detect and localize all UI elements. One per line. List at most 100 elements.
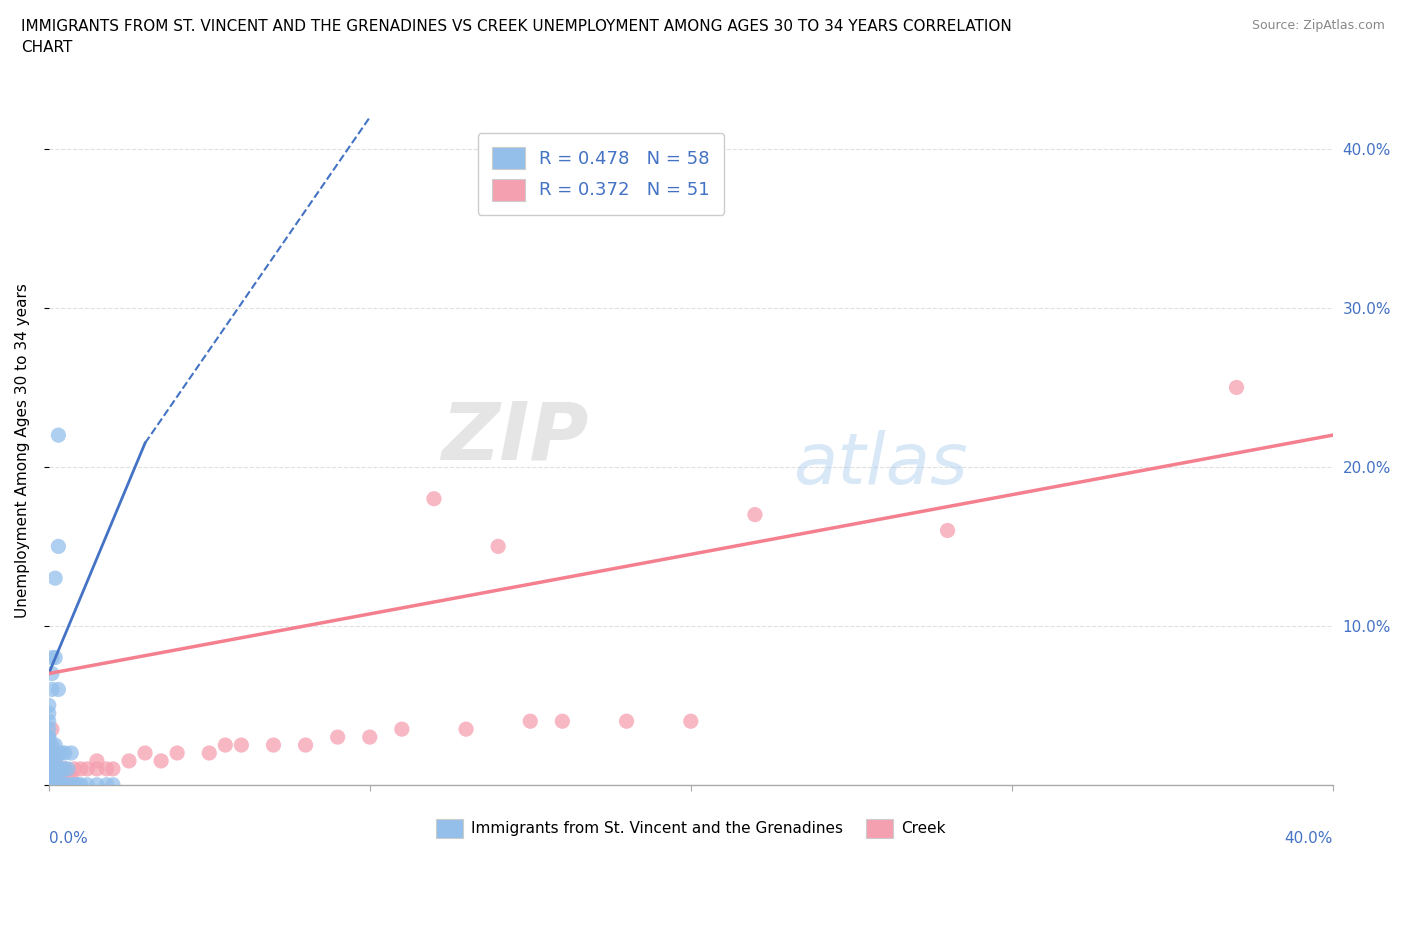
- Point: [96, 777, 118, 792]
- Point: [41, 777, 63, 792]
- Point: [101, 777, 124, 792]
- Point: [38, 777, 60, 792]
- Legend: Immigrants from St. Vincent and the Grenadines, Creek: Immigrants from St. Vincent and the Gren…: [430, 813, 952, 844]
- Point: [359, 730, 381, 745]
- Text: 0.0%: 0.0%: [49, 831, 87, 846]
- Point: [214, 737, 236, 752]
- Point: [70, 762, 93, 777]
- Point: [38, 753, 60, 768]
- Point: [744, 507, 766, 522]
- Point: [63, 762, 86, 777]
- Point: [66, 777, 89, 792]
- Text: ZIP: ZIP: [440, 399, 588, 477]
- Point: [53, 762, 76, 777]
- Point: [51, 762, 73, 777]
- Point: [38, 713, 60, 728]
- Point: [48, 762, 70, 777]
- Point: [41, 762, 63, 777]
- Point: [38, 753, 60, 768]
- Text: atlas: atlas: [793, 430, 969, 498]
- Point: [41, 769, 63, 784]
- Point: [51, 762, 73, 777]
- Point: [41, 682, 63, 697]
- Point: [616, 713, 638, 728]
- Point: [60, 777, 83, 792]
- Point: [76, 777, 98, 792]
- Point: [44, 769, 66, 784]
- Point: [48, 746, 70, 761]
- Point: [198, 746, 221, 761]
- Point: [150, 753, 173, 768]
- Point: [41, 650, 63, 665]
- Point: [1225, 380, 1247, 395]
- Point: [51, 746, 73, 761]
- Point: [936, 523, 959, 538]
- Point: [101, 762, 124, 777]
- Point: [41, 737, 63, 752]
- Point: [86, 777, 108, 792]
- Y-axis label: Unemployment Among Ages 30 to 34 years: Unemployment Among Ages 30 to 34 years: [15, 284, 30, 618]
- Point: [44, 753, 66, 768]
- Point: [38, 722, 60, 737]
- Point: [41, 762, 63, 777]
- Point: [38, 698, 60, 712]
- Point: [486, 539, 509, 554]
- Point: [41, 746, 63, 761]
- Point: [38, 746, 60, 761]
- Point: [53, 777, 76, 792]
- Point: [56, 769, 79, 784]
- Point: [38, 769, 60, 784]
- Point: [41, 722, 63, 737]
- Point: [96, 762, 118, 777]
- Text: Source: ZipAtlas.com: Source: ZipAtlas.com: [1251, 19, 1385, 32]
- Point: [391, 722, 413, 737]
- Point: [41, 746, 63, 761]
- Point: [38, 777, 60, 792]
- Point: [38, 730, 60, 745]
- Point: [262, 737, 284, 752]
- Point: [41, 753, 63, 768]
- Point: [44, 762, 66, 777]
- Point: [118, 753, 141, 768]
- Point: [48, 769, 70, 784]
- Point: [44, 571, 66, 586]
- Point: [51, 777, 73, 792]
- Point: [53, 762, 76, 777]
- Point: [48, 539, 70, 554]
- Point: [231, 737, 253, 752]
- Point: [44, 769, 66, 784]
- Text: 40.0%: 40.0%: [1285, 831, 1333, 846]
- Point: [41, 666, 63, 681]
- Point: [38, 777, 60, 792]
- Point: [56, 777, 79, 792]
- Point: [679, 713, 702, 728]
- Point: [38, 706, 60, 721]
- Point: [63, 777, 86, 792]
- Point: [38, 753, 60, 768]
- Point: [86, 762, 108, 777]
- Point: [326, 730, 349, 745]
- Point: [44, 753, 66, 768]
- Point: [41, 769, 63, 784]
- Point: [38, 762, 60, 777]
- Point: [38, 730, 60, 745]
- Point: [551, 713, 574, 728]
- Point: [38, 762, 60, 777]
- Point: [48, 777, 70, 792]
- Point: [53, 746, 76, 761]
- Point: [454, 722, 477, 737]
- Point: [56, 762, 79, 777]
- Point: [44, 746, 66, 761]
- Point: [86, 753, 108, 768]
- Point: [48, 777, 70, 792]
- Text: IMMIGRANTS FROM ST. VINCENT AND THE GRENADINES VS CREEK UNEMPLOYMENT AMONG AGES : IMMIGRANTS FROM ST. VINCENT AND THE GREN…: [21, 19, 1012, 55]
- Point: [44, 650, 66, 665]
- Point: [48, 682, 70, 697]
- Point: [48, 762, 70, 777]
- Point: [38, 762, 60, 777]
- Point: [44, 777, 66, 792]
- Point: [48, 428, 70, 443]
- Point: [60, 746, 83, 761]
- Point: [44, 762, 66, 777]
- Point: [76, 762, 98, 777]
